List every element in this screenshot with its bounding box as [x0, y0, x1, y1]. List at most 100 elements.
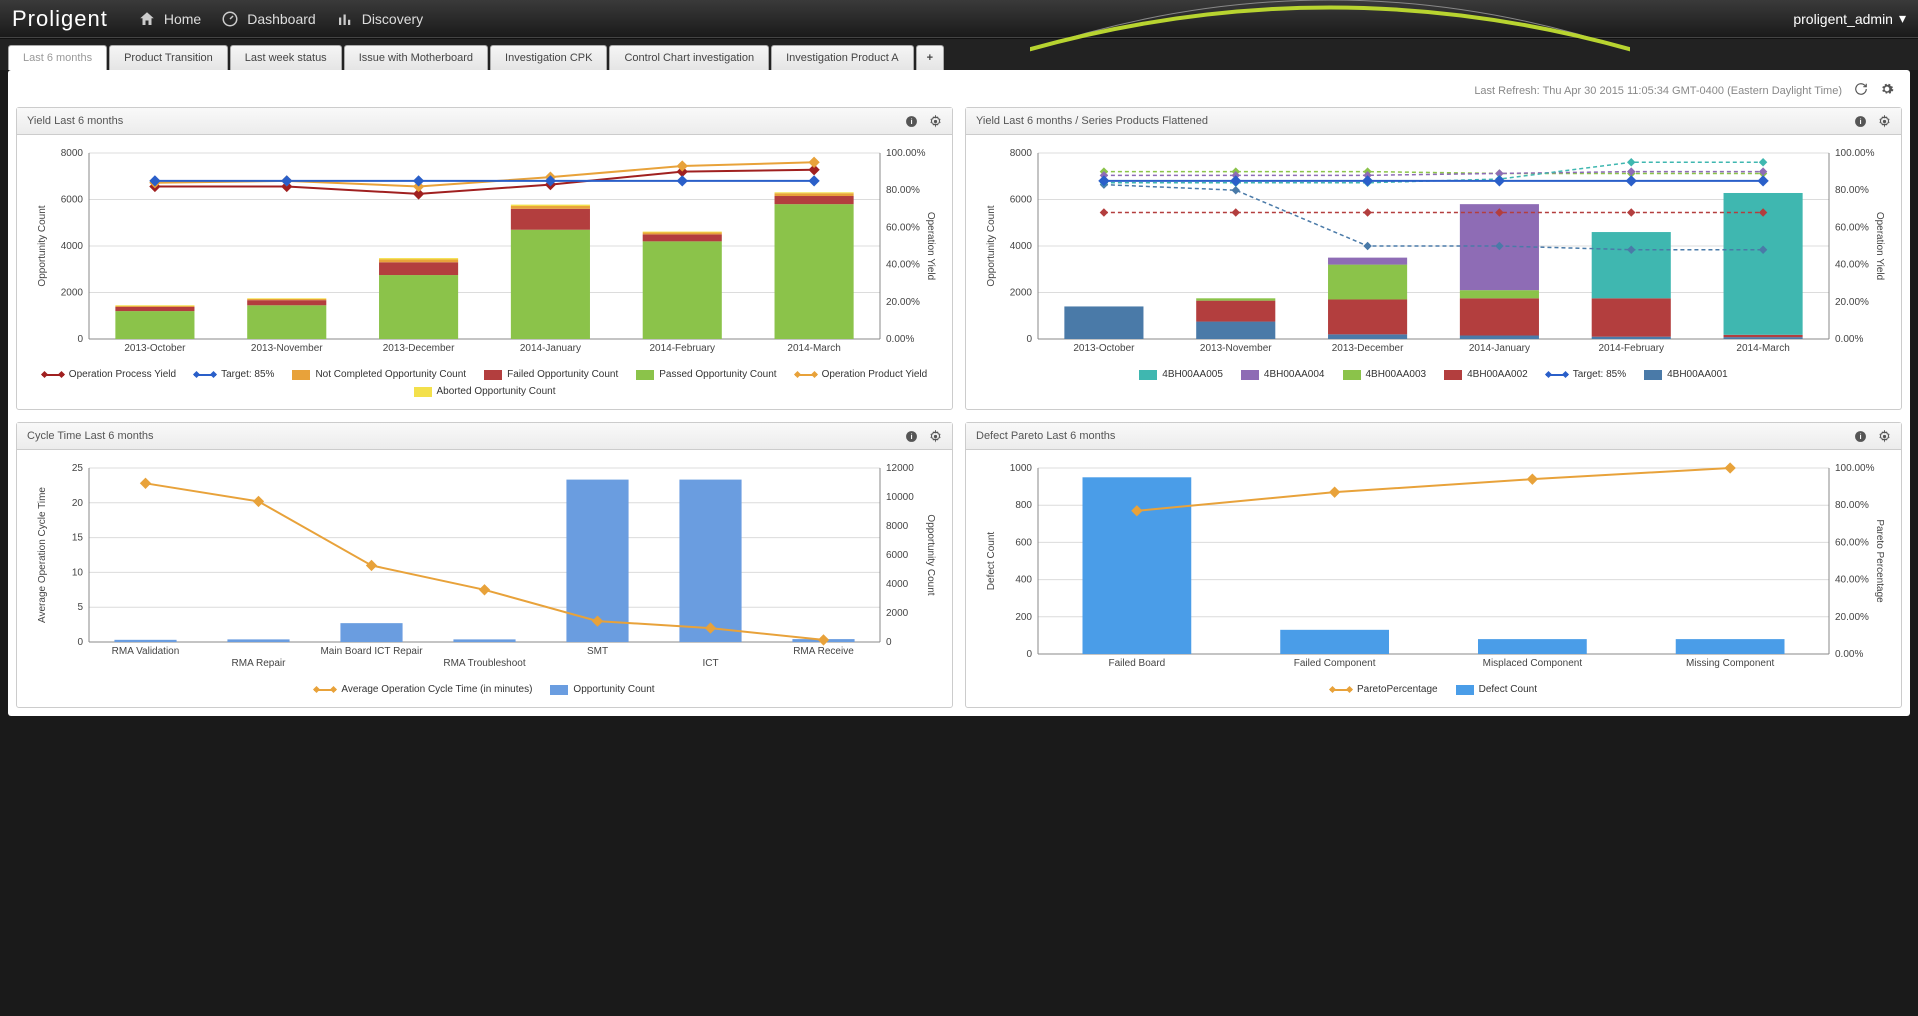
legend-item[interactable]: Failed Opportunity Count: [484, 369, 618, 380]
svg-text:10000: 10000: [886, 492, 914, 503]
tab-add[interactable]: +: [916, 45, 944, 70]
app-logo: Proligent: [12, 6, 108, 32]
legend-item[interactable]: 4BH00AA005: [1139, 369, 1223, 380]
svg-text:Defect Count: Defect Count: [986, 532, 997, 591]
refresh-button[interactable]: [1854, 82, 1868, 99]
svg-text:6000: 6000: [61, 195, 84, 206]
chart-legend: Operation Process Yield Target: 85% Not Co…: [29, 369, 940, 397]
legend-item[interactable]: Operation Process Yield: [42, 369, 176, 380]
svg-text:Operation Yield: Operation Yield: [1874, 212, 1885, 280]
svg-text:2013-December: 2013-December: [1332, 343, 1404, 354]
gauge-icon: [221, 10, 239, 28]
svg-text:Opportunity Count: Opportunity Count: [986, 205, 997, 286]
panel-header: Yield Last 6 months i: [17, 108, 952, 135]
tab-motherboard[interactable]: Issue with Motherboard: [344, 45, 488, 70]
svg-text:60.00%: 60.00%: [1835, 537, 1869, 548]
legend-item[interactable]: Target: 85%: [1546, 369, 1626, 380]
legend-item[interactable]: Target: 85%: [194, 369, 274, 380]
info-icon: i: [905, 115, 918, 128]
user-menu[interactable]: proligent_admin ▾: [1793, 10, 1906, 27]
panel-settings-button[interactable]: [1877, 429, 1891, 443]
legend-item[interactable]: Operation Product Yield: [795, 369, 928, 380]
legend-item[interactable]: 4BH00AA003: [1343, 369, 1427, 380]
tab-last-week-status[interactable]: Last week status: [230, 45, 342, 70]
panel-title: Yield Last 6 months: [27, 115, 123, 127]
panel-header: Cycle Time Last 6 months i: [17, 423, 952, 450]
panel-info-button[interactable]: i: [1853, 429, 1867, 443]
chart-legend: ParetoPercentage Defect Count: [978, 684, 1889, 695]
tab-cpk[interactable]: Investigation CPK: [490, 45, 607, 70]
main-nav: Home Dashboard Discovery: [138, 10, 423, 28]
svg-text:10: 10: [72, 567, 84, 578]
svg-text:80.00%: 80.00%: [1835, 500, 1869, 511]
panel-info-button[interactable]: i: [1853, 114, 1867, 128]
svg-text:60.00%: 60.00%: [1835, 222, 1869, 233]
panel-settings-button[interactable]: [1877, 114, 1891, 128]
svg-text:2014-March: 2014-March: [1736, 343, 1789, 354]
settings-button[interactable]: [1880, 82, 1894, 99]
content-area: Last Refresh: Thu Apr 30 2015 11:05:34 G…: [8, 70, 1910, 716]
svg-text:60.00%: 60.00%: [886, 222, 920, 233]
svg-text:Main Board ICT Repair: Main Board ICT Repair: [320, 646, 423, 657]
legend-item[interactable]: Defect Count: [1456, 684, 1537, 695]
nav-home[interactable]: Home: [138, 10, 201, 28]
panel-settings-button[interactable]: [928, 114, 942, 128]
svg-text:8000: 8000: [886, 521, 909, 532]
info-icon: i: [1854, 430, 1867, 443]
svg-text:Missing Component: Missing Component: [1686, 658, 1775, 669]
svg-text:40.00%: 40.00%: [1835, 575, 1869, 586]
panel-info-button[interactable]: i: [904, 114, 918, 128]
svg-text:8000: 8000: [61, 148, 84, 159]
panel-header: Yield Last 6 months / Series Products Fl…: [966, 108, 1901, 135]
home-icon: [138, 10, 156, 28]
svg-text:20.00%: 20.00%: [1835, 612, 1869, 623]
svg-text:100.00%: 100.00%: [1835, 463, 1875, 474]
svg-text:2013-November: 2013-November: [251, 343, 323, 354]
svg-text:2014-March: 2014-March: [787, 343, 840, 354]
svg-text:12000: 12000: [886, 463, 914, 474]
refresh-text: Last Refresh: Thu Apr 30 2015 11:05:34 G…: [1474, 85, 1842, 97]
legend-item[interactable]: 4BH00AA002: [1444, 369, 1528, 380]
svg-text:Pareto Percentage: Pareto Percentage: [1874, 519, 1885, 603]
tab-product-transition[interactable]: Product Transition: [109, 45, 228, 70]
gear-icon: [929, 430, 942, 443]
legend-item[interactable]: Passed Opportunity Count: [636, 369, 776, 380]
svg-text:8000: 8000: [1010, 148, 1033, 159]
legend-item[interactable]: 4BH00AA004: [1241, 369, 1325, 380]
chart-cycle6m: 0510152025020004000600080001000012000RMA…: [29, 458, 940, 678]
svg-text:SMT: SMT: [587, 646, 608, 657]
panel-header: Defect Pareto Last 6 months i: [966, 423, 1901, 450]
legend-item[interactable]: Not Completed Opportunity Count: [292, 369, 466, 380]
svg-text:80.00%: 80.00%: [1835, 185, 1869, 196]
panel-settings-button[interactable]: [928, 429, 942, 443]
tab-product-a[interactable]: Investigation Product A: [771, 45, 914, 70]
tab-control-chart[interactable]: Control Chart investigation: [609, 45, 769, 70]
svg-text:0: 0: [77, 334, 83, 345]
svg-text:0: 0: [886, 637, 892, 648]
svg-text:200: 200: [1015, 612, 1032, 623]
legend-item[interactable]: 4BH00AA001: [1644, 369, 1728, 380]
nav-dashboard[interactable]: Dashboard: [221, 10, 316, 28]
svg-text:40.00%: 40.00%: [886, 260, 920, 271]
svg-text:RMA Repair: RMA Repair: [232, 658, 287, 669]
panel-info-button[interactable]: i: [904, 429, 918, 443]
svg-text:Failed Component: Failed Component: [1294, 658, 1376, 669]
svg-text:2014-February: 2014-February: [649, 343, 715, 354]
svg-text:25: 25: [72, 463, 84, 474]
chart-pareto6m: 020040060080010000.00%20.00%40.00%60.00%…: [978, 458, 1889, 678]
legend-item[interactable]: Opportunity Count: [550, 684, 654, 695]
user-name: proligent_admin: [1793, 11, 1893, 27]
legend-item[interactable]: Aborted Opportunity Count: [414, 386, 556, 397]
svg-text:i: i: [910, 117, 912, 126]
svg-text:Misplaced Component: Misplaced Component: [1483, 658, 1583, 669]
legend-item[interactable]: Average Operation Cycle Time (in minutes…: [314, 684, 532, 695]
svg-text:2014-January: 2014-January: [520, 343, 581, 354]
svg-text:i: i: [910, 432, 912, 441]
svg-text:Opportunity Count: Opportunity Count: [37, 205, 48, 286]
info-icon: i: [905, 430, 918, 443]
svg-text:2013-October: 2013-October: [124, 343, 186, 354]
nav-discovery[interactable]: Discovery: [336, 10, 423, 28]
tab-last6months[interactable]: Last 6 months: [8, 45, 107, 70]
tabs-row: Last 6 months Product Transition Last we…: [0, 38, 1918, 70]
legend-item[interactable]: ParetoPercentage: [1330, 684, 1438, 695]
